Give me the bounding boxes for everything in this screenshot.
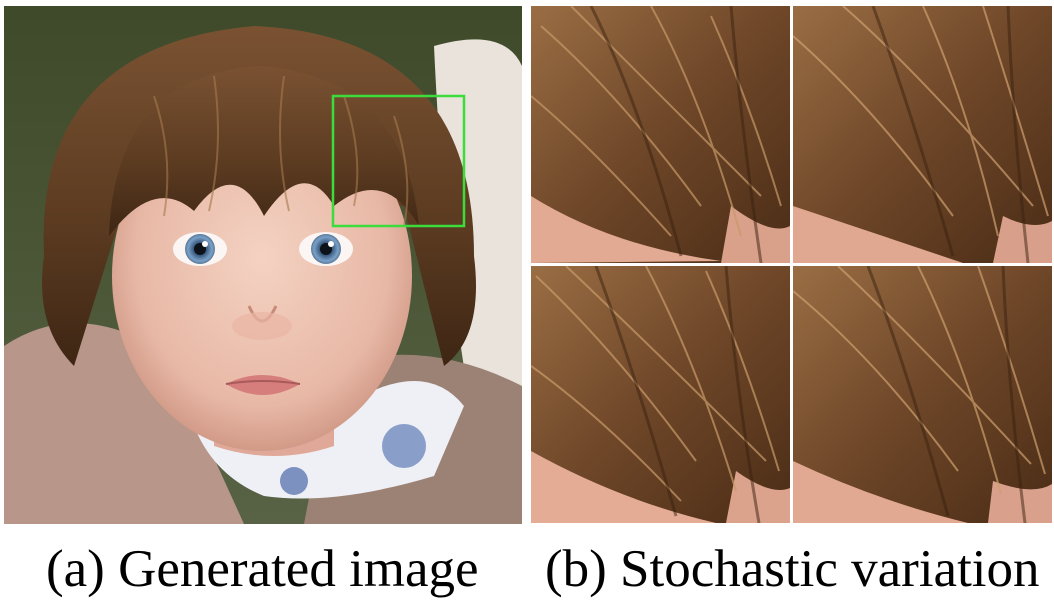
variation-tile [531, 6, 790, 263]
caption-stochastic-variation: (b) Stochastic variation [545, 540, 1040, 598]
variation-tile [793, 6, 1052, 263]
caption-generated-image: (a) Generated image [46, 540, 479, 598]
generated-face-photo [4, 6, 522, 524]
generated-image [4, 6, 522, 524]
crop-highlight-box [331, 94, 466, 228]
variation-grid [531, 6, 1052, 524]
variation-tile [793, 266, 1052, 523]
variation-tile [531, 266, 790, 523]
